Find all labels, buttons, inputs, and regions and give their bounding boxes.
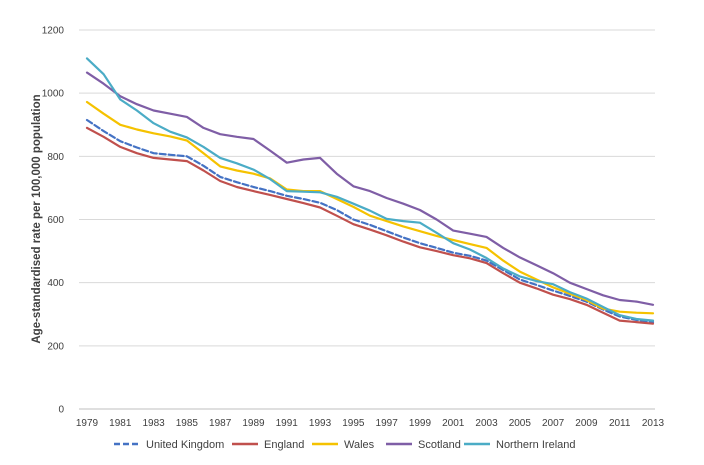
legend-label: United Kingdom: [146, 439, 224, 451]
series-line-united-kingdom: [85, 118, 655, 324]
series-line-scotland: [85, 71, 655, 306]
x-tick-label: 1987: [209, 418, 232, 429]
series-line-england: [85, 126, 655, 325]
x-tick-label: 1995: [342, 418, 365, 429]
y-tick-label: 1000: [42, 89, 65, 100]
legend-label: Wales: [344, 439, 375, 451]
x-tick-label: 1991: [276, 418, 299, 429]
y-axis-ticks: 0 200 400 600 800 1000 1200: [42, 26, 65, 416]
legend-label: Northern Ireland: [496, 439, 576, 451]
x-tick-label: 2009: [575, 418, 598, 429]
series-lines: [85, 57, 655, 325]
y-tick-label: 800: [47, 152, 64, 163]
x-tick-label: 1997: [376, 418, 399, 429]
legend-label: England: [264, 439, 304, 451]
x-tick-label: 2003: [475, 418, 498, 429]
x-tick-label: 1979: [76, 418, 99, 429]
y-tick-label: 1200: [42, 26, 65, 37]
x-tick-label: 2007: [542, 418, 565, 429]
x-tick-label: 1999: [409, 418, 432, 429]
gridlines: [79, 29, 655, 347]
y-tick-label: 400: [47, 278, 64, 289]
y-tick-label: 0: [58, 405, 64, 416]
series-line-northern-ireland: [85, 57, 655, 322]
y-tick-label: 600: [47, 215, 64, 226]
y-axis-label: Age-standardised rate per 100,000 popula…: [31, 94, 43, 343]
x-tick-label: 1983: [142, 418, 165, 429]
x-tick-label: 2013: [642, 418, 665, 429]
x-tick-label: 2011: [609, 418, 631, 429]
series-line-wales: [85, 100, 655, 315]
y-tick-label: 200: [47, 341, 64, 352]
x-tick-label: 1985: [176, 418, 199, 429]
x-tick-label: 2001: [442, 418, 465, 429]
x-tick-label: 2005: [509, 418, 532, 429]
legend-label: Scotland: [418, 439, 461, 451]
x-tick-label: 1981: [109, 418, 132, 429]
x-tick-label: 1993: [309, 418, 332, 429]
x-tick-label: 1989: [242, 418, 265, 429]
x-axis-ticks: 1979 1981 1983 1985 1987 1989 1991 1993 1995 1997…: [76, 418, 665, 429]
legend: United Kingdom England Wales Scotland Northe…: [114, 439, 576, 451]
